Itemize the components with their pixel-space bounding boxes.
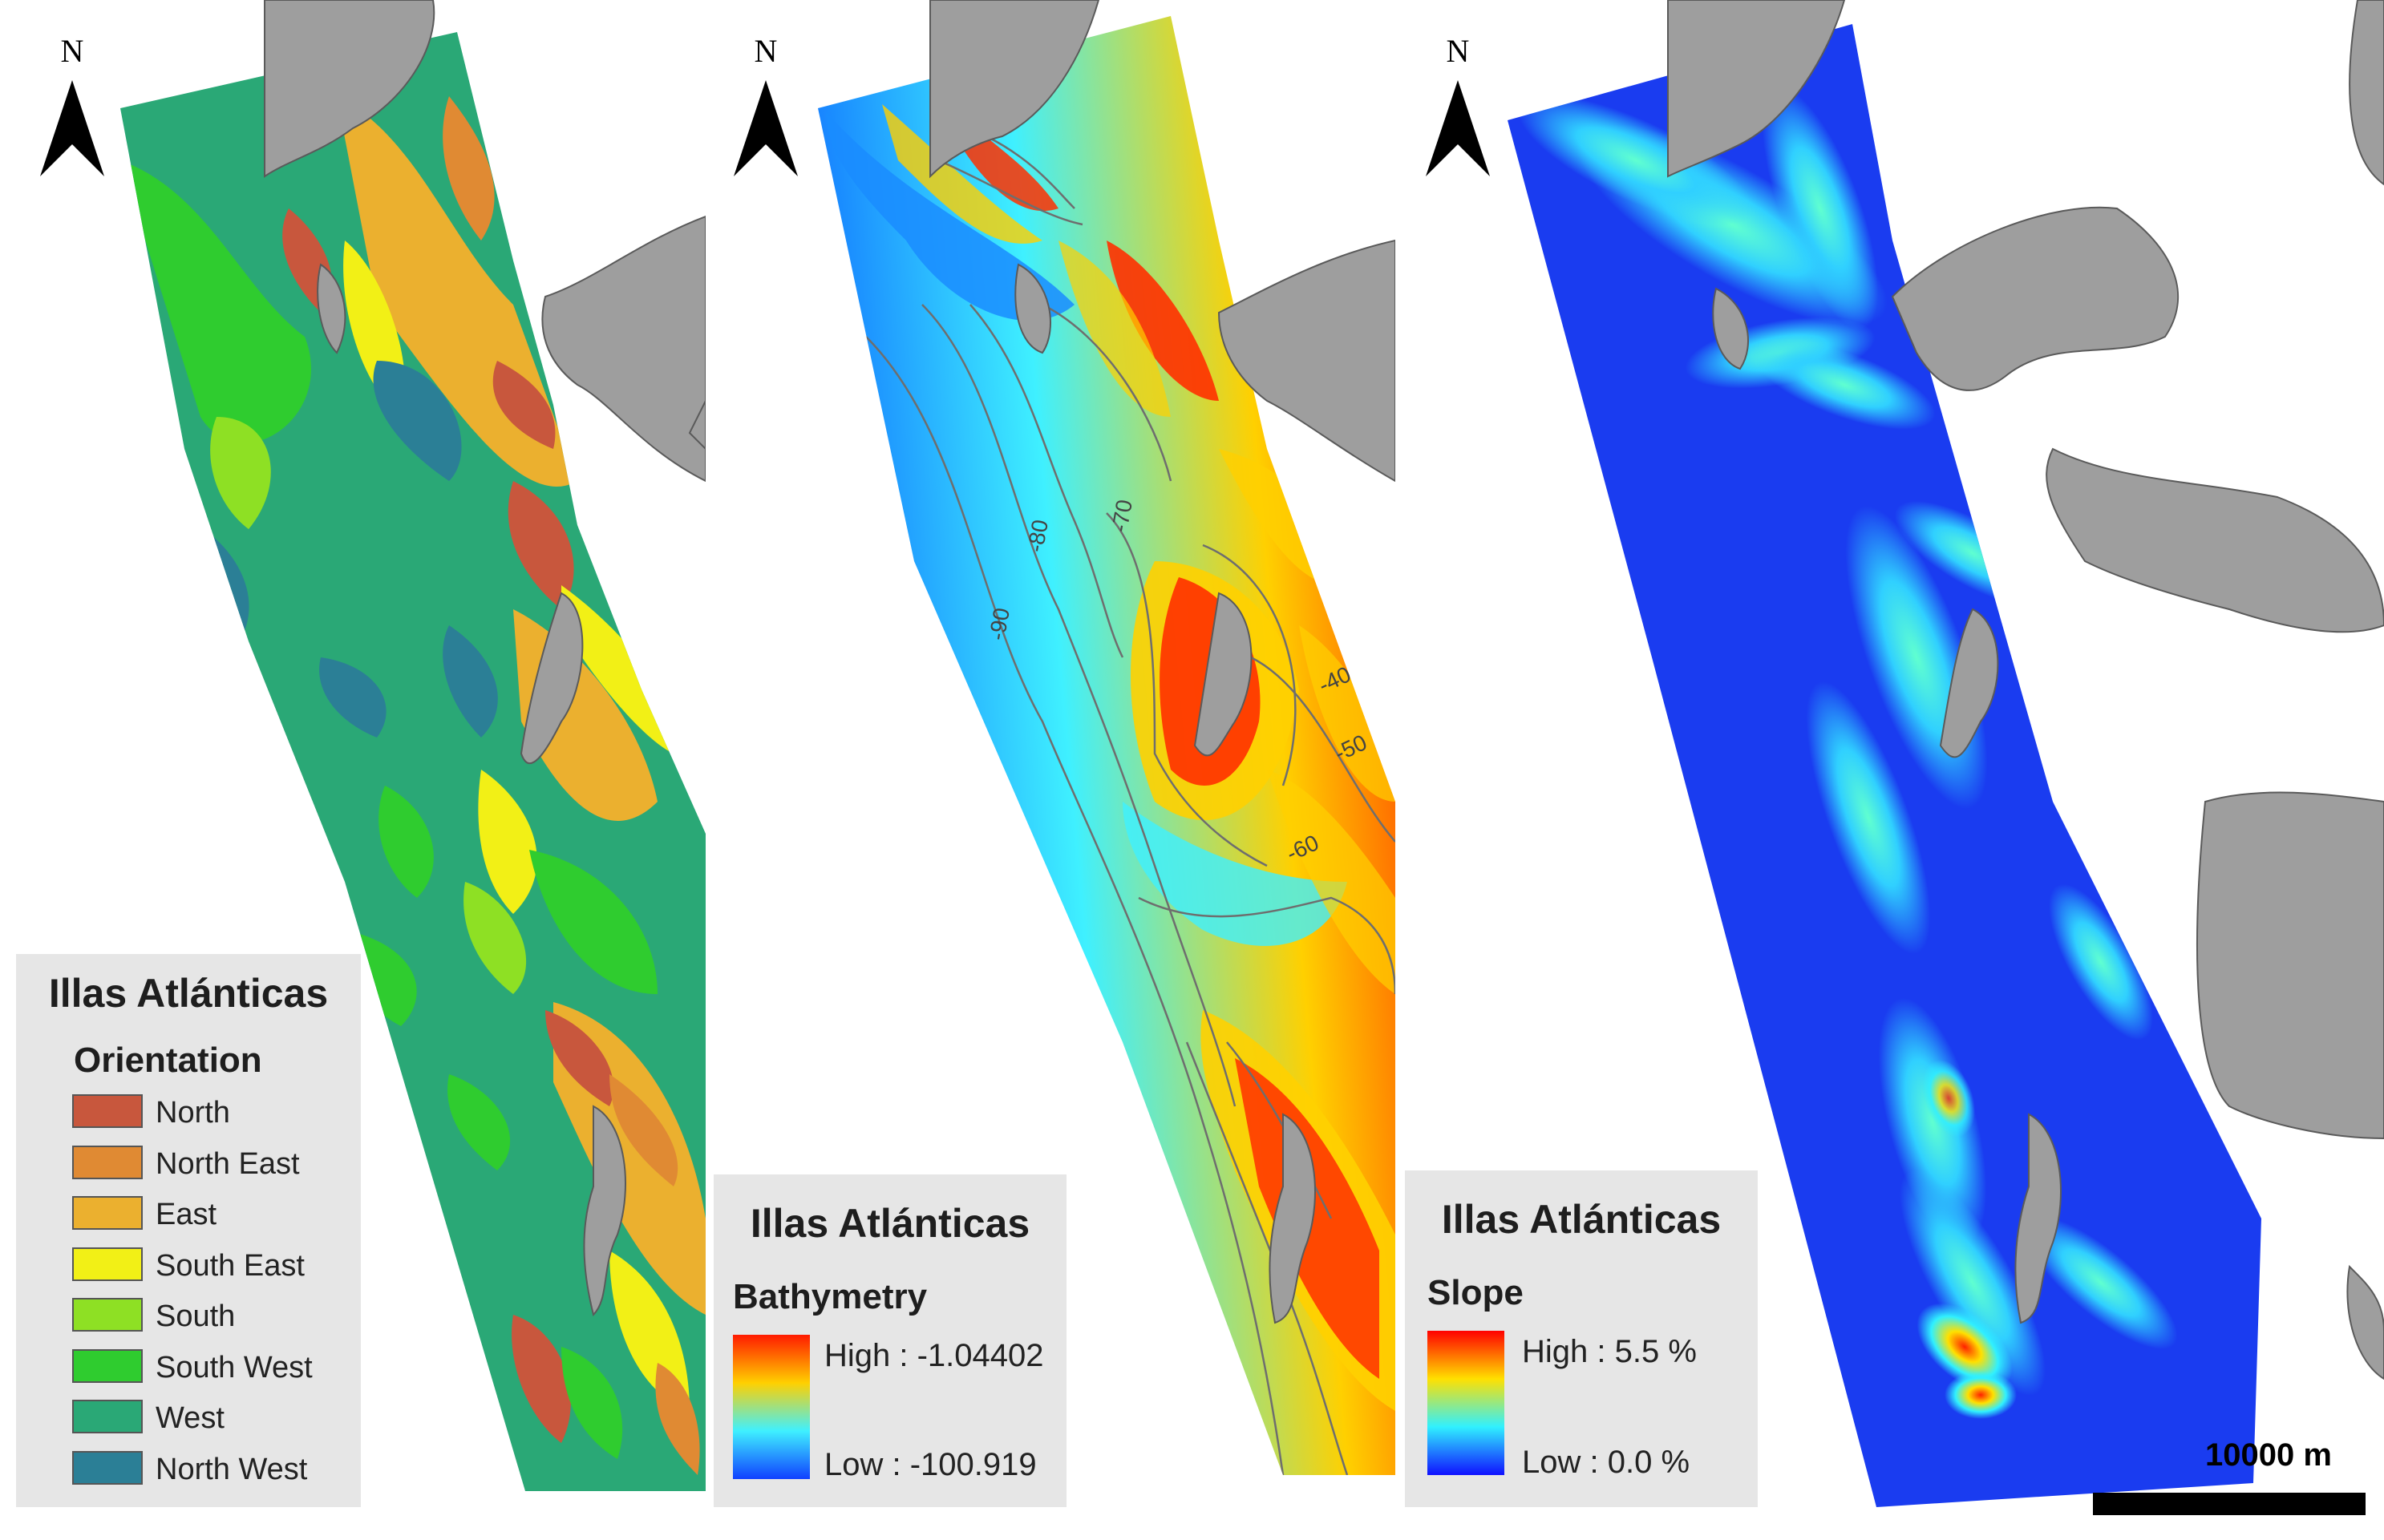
north-label: N [60, 33, 84, 69]
legend-title: Illas Atlánticas [48, 971, 329, 1016]
legend-title: Illas Atlánticas [750, 1201, 1030, 1246]
color-ramp [733, 1335, 810, 1479]
legend-title: Illas Atlánticas [1441, 1197, 1722, 1242]
legend-item-label: North West [156, 1453, 308, 1486]
legend-item-label: South West [156, 1351, 313, 1384]
legend-item-label: North East [156, 1147, 300, 1181]
legend-subtitle: Orientation [74, 1041, 262, 1080]
scale-bar [2093, 1493, 2366, 1515]
legend-swatch [72, 1196, 143, 1230]
legend-item-label: East [156, 1198, 217, 1231]
north-arrow: N [1418, 32, 1498, 176]
legend-item-label: South [156, 1300, 236, 1333]
contour-label: -90 [984, 606, 1014, 642]
land-areas [929, 0, 1395, 1324]
legend-swatch [72, 1400, 143, 1433]
legend-swatch [72, 1146, 143, 1179]
slope-map [1508, 0, 2384, 1507]
ramp-low-label: Low : 0.0 % [1522, 1445, 1690, 1480]
legend-swatch [72, 1451, 143, 1485]
contour-label: -70 [1107, 498, 1137, 534]
legend-swatch [72, 1349, 143, 1383]
ramp-high-label: High : 5.5 % [1522, 1334, 1697, 1369]
legend-item-label: North [156, 1096, 230, 1130]
legend-subtitle: Bathymetry [733, 1277, 928, 1316]
north-arrow: N [726, 32, 806, 176]
contour-label: -80 [1022, 518, 1053, 554]
orientation-legend: Illas Atlánticas Orientation North North… [16, 954, 361, 1507]
north-label: N [1446, 33, 1470, 69]
legend-swatch [72, 1298, 143, 1332]
color-ramp [1427, 1331, 1504, 1475]
ramp-high-label: High : -1.04402 [824, 1338, 1044, 1373]
north-label: N [754, 33, 778, 69]
slope-legend: Illas Atlánticas Slope High : 5.5 % Low … [1405, 1170, 1758, 1507]
bathymetry-legend: Illas Atlánticas Bathymetry High : -1.04… [714, 1174, 1067, 1507]
north-arrow-icon [1426, 80, 1490, 176]
land-areas [1667, 0, 2384, 1380]
north-arrow: N [32, 32, 112, 176]
legend-item-label: West [156, 1401, 225, 1435]
land-areas [264, 0, 706, 1316]
scale-bar-label: 10000 m [2205, 1437, 2332, 1473]
legend-subtitle: Slope [1427, 1273, 1524, 1312]
north-arrow-icon [734, 80, 798, 176]
legend-swatch [72, 1247, 143, 1281]
ramp-low-label: Low : -100.919 [824, 1447, 1037, 1482]
legend-swatch [72, 1094, 143, 1128]
legend-item-label: South East [156, 1249, 305, 1283]
north-arrow-icon [40, 80, 104, 176]
